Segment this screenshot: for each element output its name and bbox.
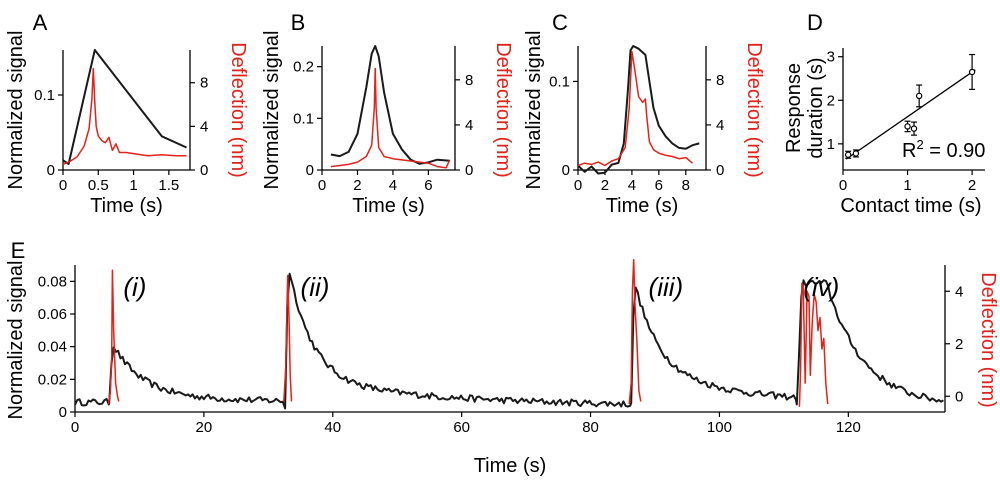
x-tick-label: 1 (129, 177, 137, 194)
x-tick-label: 1 (903, 177, 911, 194)
panel-letter: D (807, 10, 823, 35)
x-axis-title: Contact time (s) (840, 195, 981, 217)
x-axis-title: Time (s) (606, 195, 679, 217)
x-tick-label: 100 (707, 419, 732, 436)
y2-axis-title: Deflection (nm) (492, 42, 514, 178)
y2-tick-label: 0 (200, 162, 208, 179)
x-axis-title: Time (s) (90, 195, 163, 217)
deflection-trace (62, 67, 187, 166)
panel-letter: A (33, 10, 48, 35)
x-tick-label: 0 (318, 177, 326, 194)
y2-tick-label: 0 (716, 162, 724, 179)
x-tick-label: 0 (839, 177, 847, 194)
y-tick-label: 0.04 (38, 339, 67, 356)
x-tick-label: 8 (682, 177, 690, 194)
deflection-burst (107, 269, 120, 405)
x-tick-label: 0 (71, 419, 79, 436)
y2-tick-label: 4 (716, 117, 724, 134)
y-tick-label: 0.02 (38, 371, 67, 388)
y-tick-label: 0 (562, 162, 570, 179)
data-point (844, 151, 852, 158)
deflection-burst (628, 259, 642, 405)
event-label: (iii) (649, 272, 684, 302)
panel-c: 0 2 4 6 8 0 0.1 0 4 8 C Normalized signal Deflection… (523, 10, 765, 217)
deflection-trace (577, 50, 693, 167)
signal-trace (577, 45, 700, 175)
y-axis-title: Normalized signal (523, 31, 545, 190)
deflection-trace (330, 67, 451, 169)
y2-tick-label: 8 (716, 72, 724, 89)
data-point (915, 92, 923, 100)
y2-axis-title: Deflection (nm) (977, 272, 999, 408)
y2-axis-title: Deflection (nm) (743, 42, 765, 178)
y2-tick-label: 4 (200, 118, 208, 135)
y2-tick-label: 4 (955, 283, 963, 300)
panel-e: 0 20 40 60 80 100 120 0 0.02 0.04 0.06 0.08 0 2 4 ENorm… (5, 238, 999, 477)
y-tick-label: 0.06 (38, 306, 67, 323)
y-tick-label: 0.1 (34, 87, 55, 104)
x-tick-label: 0.5 (88, 177, 109, 194)
data-point (904, 123, 911, 130)
y-axis-title-line2: duration (s) (805, 57, 827, 158)
x-tick-label: 120 (836, 419, 861, 436)
x-tick-label: 80 (582, 419, 599, 436)
y-tick-label: 0 (47, 162, 55, 179)
y-tick-label: 1 (827, 136, 835, 153)
deflection-burst (798, 282, 829, 407)
y2-tick-label: 4 (465, 117, 473, 134)
signal-trace (330, 45, 450, 165)
y-tick-label: 0 (306, 162, 314, 179)
y2-axis-title: Deflection (nm) (227, 42, 249, 178)
y-axis-title: Normalized signal (261, 31, 283, 190)
y-axis-title: Normalized signal (5, 31, 27, 190)
y-axis-title: Normalized signal (5, 261, 27, 420)
panel-a: 0 0.5 1 1.5 0 0.1 0 4 8 A Normalized signal Deflect… (5, 10, 249, 217)
x-tick-label: 2 (968, 177, 976, 194)
x-tick-label: 4 (628, 177, 636, 194)
x-tick-label: 6 (655, 177, 663, 194)
x-tick-label: 1.5 (158, 177, 179, 194)
x-tick-label: 6 (424, 177, 432, 194)
fit-line (845, 69, 976, 160)
r-squared-label: R2 = 0.90 (902, 137, 985, 162)
deflection-burst (283, 274, 293, 402)
y-tick-label: 0.08 (38, 273, 67, 290)
event-label: (ii) (301, 272, 330, 302)
x-tick-label: 0 (59, 177, 67, 194)
data-point (910, 125, 918, 132)
signal-trace (74, 272, 944, 410)
y-tick-label: 2 (827, 92, 835, 109)
y-tick-label: 0 (59, 404, 67, 421)
y-tick-label: 0.2 (293, 59, 314, 76)
event-label: (iv) (803, 272, 839, 302)
x-tick-label: 40 (324, 419, 341, 436)
panel-letter: B (291, 10, 306, 35)
y2-tick-label: 8 (465, 72, 473, 89)
x-tick-label: 60 (453, 419, 470, 436)
panel-b: 0 2 4 6 0 0.1 0.2 0 4 8 B Normalized signal Deflecti… (261, 10, 514, 217)
y2-tick-label: 0 (955, 388, 963, 405)
x-tick-label: 2 (353, 177, 361, 194)
data-point (968, 68, 976, 76)
y-axis-title-line1: Response (783, 63, 805, 153)
x-tick-label: 0 (574, 177, 582, 194)
x-tick-label: 20 (196, 419, 213, 436)
y-tick-label: 0.1 (293, 110, 314, 127)
panel-letter: E (11, 238, 26, 263)
y2-tick-label: 0 (465, 162, 473, 179)
y-tick-label: 3 (827, 49, 835, 66)
x-axis-title: Time (s) (352, 195, 425, 217)
x-axis-title: Time (s) (474, 455, 547, 477)
y2-tick-label: 2 (955, 336, 963, 353)
signal-trace (62, 49, 187, 165)
panel-letter: C (552, 10, 568, 35)
x-tick-label: 4 (389, 177, 397, 194)
y-tick-label: 0.1 (549, 73, 570, 90)
x-tick-label: 2 (601, 177, 609, 194)
panel-d: 0 1 2 1 2 3D Response duration (s) Contact time … (783, 10, 985, 217)
y2-tick-label: 8 (200, 75, 208, 92)
event-label: (i) (123, 272, 146, 302)
data-point (852, 150, 860, 157)
